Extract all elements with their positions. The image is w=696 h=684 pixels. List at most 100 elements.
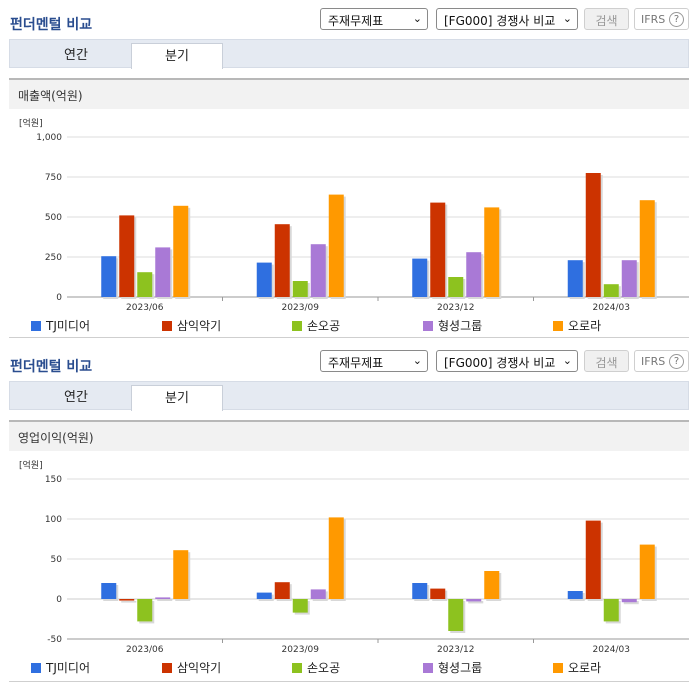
legend-label: 오로라 (568, 319, 601, 333)
bar (448, 599, 464, 631)
chevron-down-icon: ⌄ (562, 12, 572, 25)
bar (310, 244, 326, 297)
metric-header: 영업이익(억원) (9, 420, 689, 451)
bar (639, 200, 655, 297)
panel-toolbar: 펀더멘털 비교 주재무제표 ⌄ [FG000] 경쟁사 비교 ⌄ 검색 IFRS… (0, 350, 696, 380)
fundamental-panel-revenue: 펀더멘털 비교 주재무제표 ⌄ [FG000] 경쟁사 비교 ⌄ 검색 IFRS… (0, 0, 696, 340)
bar (639, 544, 655, 599)
metric-header: 매출액(억원) (9, 78, 689, 109)
panel-divider (9, 337, 689, 338)
bar (466, 252, 482, 297)
legend-label: 손오공 (307, 661, 340, 675)
legend-label: TJ미디어 (45, 661, 90, 675)
legend-swatch (162, 321, 172, 331)
ifrs-button[interactable]: IFRS ? (634, 350, 689, 372)
legend-label: 손오공 (307, 319, 340, 333)
legend-label: TJ미디어 (45, 319, 90, 333)
bar (101, 256, 117, 297)
bar (603, 599, 619, 622)
y-tick-label: 100 (45, 515, 62, 525)
bar (119, 599, 135, 601)
bar-shadow (121, 601, 137, 603)
legend-swatch (423, 663, 433, 673)
x-tick-label: 2023/12 (437, 303, 474, 313)
x-tick-label: 2023/09 (282, 303, 320, 313)
bar (256, 592, 272, 599)
bar (137, 599, 153, 622)
x-tick-label: 2023/09 (282, 645, 320, 655)
bar (585, 520, 601, 599)
bar (155, 247, 171, 297)
statement-type-select[interactable]: 주재무제표 ⌄ (320, 8, 428, 30)
panel-divider (9, 681, 689, 682)
y-unit-label: [억원] (19, 117, 43, 129)
chevron-down-icon: ⌄ (412, 12, 422, 25)
statement-type-value: 주재무제표 (328, 356, 384, 370)
peer-group-select[interactable]: [FG000] 경쟁사 비교 ⌄ (436, 8, 578, 30)
fundamental-panel-operating-income: 펀더멘털 비교 주재무제표 ⌄ [FG000] 경쟁사 비교 ⌄ 검색 IFRS… (0, 342, 696, 684)
bar-shadow (157, 599, 173, 601)
statement-type-value: 주재무제표 (328, 14, 384, 28)
bar (621, 260, 637, 297)
bar (274, 582, 290, 599)
legend-swatch (553, 321, 563, 331)
bar (412, 258, 428, 297)
y-tick-label: 50 (51, 555, 63, 565)
legend-label: 오로라 (568, 661, 601, 675)
peer-group-select[interactable]: [FG000] 경쟁사 비교 ⌄ (436, 350, 578, 372)
bar (274, 224, 290, 297)
search-button[interactable]: 검색 (584, 350, 629, 372)
bar (466, 599, 482, 602)
legend-swatch (31, 321, 41, 331)
bar (292, 599, 308, 613)
bar (484, 207, 500, 297)
x-tick-label: 2024/03 (593, 303, 630, 313)
legend-label: 형셩그룹 (438, 661, 482, 675)
panel-toolbar: 펀더멘털 비교 주재무제표 ⌄ [FG000] 경쟁사 비교 ⌄ 검색 IFRS… (0, 8, 696, 38)
legend-swatch (162, 663, 172, 673)
ifrs-button[interactable]: IFRS ? (634, 8, 689, 30)
bar (173, 550, 189, 599)
legend-swatch (423, 321, 433, 331)
metric-title: 영업이익(억원) (18, 431, 94, 445)
legend-swatch (31, 663, 41, 673)
search-button[interactable]: 검색 (584, 8, 629, 30)
chevron-down-icon: ⌄ (412, 354, 422, 367)
bar (412, 583, 428, 599)
ifrs-label: IFRS (641, 355, 666, 368)
help-icon[interactable]: ? (669, 12, 684, 27)
chevron-down-icon: ⌄ (562, 354, 572, 367)
y-tick-label: 0 (56, 293, 62, 303)
bar (430, 588, 446, 599)
tab-annual[interactable]: 연간 (64, 390, 88, 405)
ifrs-label: IFRS (641, 13, 666, 26)
legend-label: 삼익악기 (177, 319, 221, 333)
x-tick-label: 2023/06 (126, 303, 164, 313)
tab-quarterly[interactable]: 분기 (131, 43, 223, 69)
x-tick-label: 2023/06 (126, 645, 164, 655)
tab-quarterly[interactable]: 분기 (131, 385, 223, 411)
panel-title: 펀더멘털 비교 (10, 17, 93, 33)
bar (484, 571, 500, 599)
bar (101, 583, 117, 599)
bar (155, 597, 171, 599)
y-tick-label: 150 (45, 475, 62, 485)
legend-label: 삼익악기 (177, 661, 221, 675)
y-tick-label: 1,000 (36, 133, 62, 143)
bar-shadow (468, 601, 484, 604)
bar-shadow (623, 601, 639, 605)
period-tabs: 연간 분기 (9, 39, 689, 69)
help-icon[interactable]: ? (669, 354, 684, 369)
statement-type-select[interactable]: 주재무제표 ⌄ (320, 350, 428, 372)
legend-swatch (292, 663, 302, 673)
bar (567, 260, 583, 297)
y-tick-label: 0 (56, 595, 62, 605)
bar (137, 272, 153, 297)
y-tick-label: 250 (45, 253, 62, 263)
bar (119, 215, 135, 297)
panel-title: 펀더멘털 비교 (10, 359, 93, 375)
x-tick-label: 2024/03 (593, 645, 630, 655)
x-tick-label: 2023/12 (437, 645, 474, 655)
tab-annual[interactable]: 연간 (64, 48, 88, 63)
bar (567, 591, 583, 599)
